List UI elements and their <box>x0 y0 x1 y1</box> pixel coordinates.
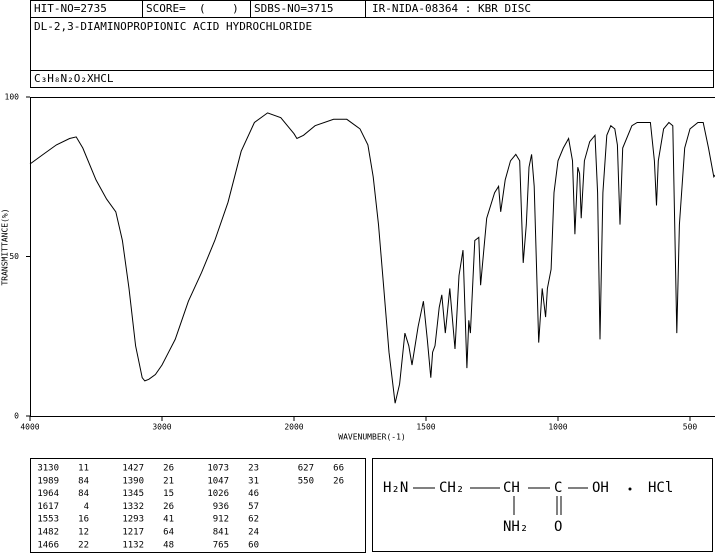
peak-transmittance: 46 <box>248 489 259 499</box>
peak-transmittance: 26 <box>333 476 344 486</box>
score: SCORE= ( ) <box>146 2 239 15</box>
peak-wavenumber: 1617 <box>37 502 59 512</box>
peak-transmittance: 26 <box>163 464 174 474</box>
peak-transmittance: 84 <box>78 476 89 486</box>
peak-transmittance: 4 <box>84 502 89 512</box>
peak-wavenumber: 1553 <box>37 515 59 525</box>
structure-box <box>372 458 713 552</box>
header-box <box>30 0 714 88</box>
peak-wavenumber: 1047 <box>207 476 229 486</box>
atom: C <box>554 480 562 496</box>
peak-wavenumber: 1293 <box>122 515 144 525</box>
peak-transmittance: 22 <box>78 540 89 550</box>
x-tick-label: 1500 <box>416 423 435 432</box>
atom: CH <box>503 480 520 496</box>
spectrum-line <box>29 112 715 404</box>
peak-wavenumber: 912 <box>213 515 229 525</box>
peak-wavenumber: 550 <box>298 476 314 486</box>
atom: CH₂ <box>439 480 464 496</box>
peak-wavenumber: 936 <box>213 502 229 512</box>
x-tick-label: 4000 <box>20 423 39 432</box>
peak-transmittance: 21 <box>163 476 174 486</box>
y-tick-label: 0 <box>14 412 19 421</box>
peak-wavenumber: 1345 <box>122 489 144 499</box>
y-tick-label: 50 <box>9 252 19 261</box>
peak-wavenumber: 1390 <box>122 476 144 486</box>
peak-transmittance: 60 <box>248 540 259 550</box>
atom: O <box>554 519 562 535</box>
formula: C₃H₈N₂O₂XHCL <box>34 72 114 85</box>
peak-transmittance: 26 <box>163 502 174 512</box>
x-tick-label: 500 <box>683 423 698 432</box>
peak-transmittance: 66 <box>333 464 344 474</box>
plot-frame <box>30 97 715 417</box>
peak-transmittance: 15 <box>163 489 174 499</box>
peak-transmittance: 16 <box>78 515 89 525</box>
header-frame <box>30 0 714 553</box>
peak-transmittance: 57 <box>248 502 259 512</box>
peak-wavenumber: 627 <box>298 464 314 474</box>
hit-no: HIT-NO=2735 <box>34 2 107 15</box>
peak-transmittance: 24 <box>248 528 259 538</box>
peak-wavenumber: 1332 <box>122 502 144 512</box>
peak-transmittance: 84 <box>78 489 89 499</box>
x-tick-label: 3000 <box>152 423 171 432</box>
structure <box>413 487 632 515</box>
dot <box>628 487 632 491</box>
peak-wavenumber: 1427 <box>122 464 144 474</box>
y-tick-label: 100 <box>5 93 20 102</box>
peak-wavenumber: 765 <box>213 540 229 550</box>
x-axis-label: WAVENUMBER(-1) <box>338 433 405 442</box>
peak-wavenumber: 1132 <box>122 540 144 550</box>
atom: H₂N <box>383 480 408 496</box>
peak-wavenumber: 1989 <box>37 476 59 486</box>
peak-transmittance: 23 <box>248 464 259 474</box>
peak-transmittance: 11 <box>78 464 89 474</box>
x-tick-label: 2000 <box>284 423 303 432</box>
peak-wavenumber: 1482 <box>37 528 59 538</box>
peak-transmittance: 48 <box>163 540 174 550</box>
peak-wavenumber: 1466 <box>37 540 59 550</box>
peak-wavenumber: 1217 <box>122 528 144 538</box>
peak-wavenumber: 841 <box>213 528 229 538</box>
peak-transmittance: 62 <box>248 515 259 525</box>
peak-wavenumber: 1964 <box>37 489 59 499</box>
atom: HCl <box>648 480 673 496</box>
peak-wavenumber: 1026 <box>207 489 229 499</box>
peak-transmittance: 12 <box>78 528 89 538</box>
ir-no: IR-NIDA-08364 : KBR DISC <box>372 2 531 15</box>
sdbs-no: SDBS-NO=3715 <box>254 2 333 15</box>
x-tick-label: 1000 <box>548 423 567 432</box>
peak-wavenumber: 3130 <box>37 464 59 474</box>
peak-transmittance: 31 <box>248 476 259 486</box>
peak-wavenumber: 1073 <box>207 464 229 474</box>
peak-transmittance: 41 <box>163 515 174 525</box>
atom: OH <box>592 480 609 496</box>
compound-name: DL-2,3-DIAMINOPROPIONIC ACID HYDROCHLORI… <box>34 20 312 33</box>
peak-transmittance: 64 <box>163 528 174 538</box>
atom: NH₂ <box>503 519 528 535</box>
y-axis-label: TRANSMITTANCE(%) <box>1 208 10 285</box>
